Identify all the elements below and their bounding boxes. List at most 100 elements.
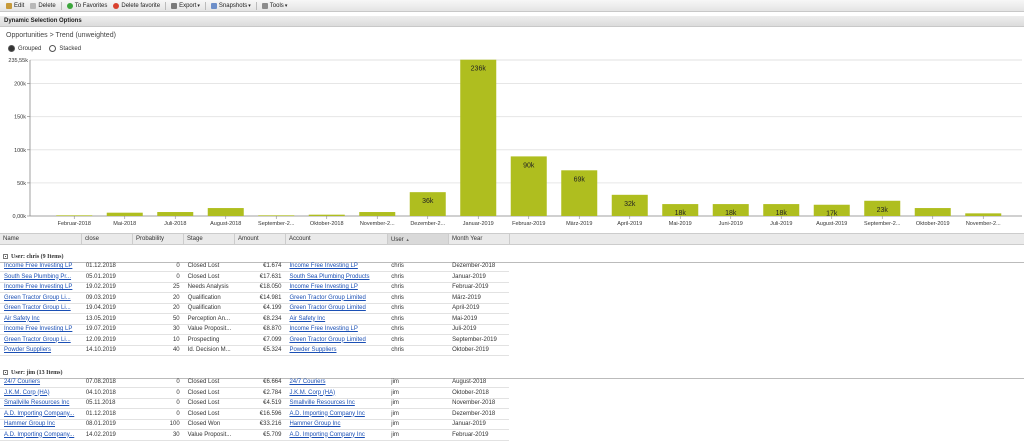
table-row[interactable]: Income Free Investing LP 19.07.2019 30 Valu… (0, 324, 509, 335)
cell-name[interactable]: Income Free Investing LP (4, 263, 73, 269)
table-row[interactable]: 24/7 Couriers 07.08.2018 0 Closed Lost €6.66… (0, 377, 509, 388)
grouped-radio-label[interactable]: Grouped (18, 45, 42, 52)
cell-account[interactable]: South Sea Plumbing Products (289, 273, 370, 280)
y-tick-label: 100k (14, 148, 26, 154)
cell-account[interactable]: Income Free Investing LP (289, 326, 358, 332)
cell-name[interactable]: Smallville Resources Inc (4, 400, 70, 406)
cell-user: chris (391, 284, 404, 290)
cell-name[interactable]: Air Safety Inc (4, 315, 40, 322)
bar-value-label: 236k (471, 66, 487, 73)
column-header-probability[interactable]: Probability (133, 234, 184, 244)
tools-icon (261, 2, 268, 9)
chevron-down-icon: ▾ (197, 2, 200, 9)
table-row[interactable]: Income Free Investing LP 01.12.2018 0 Close… (0, 261, 509, 272)
bar (207, 208, 244, 216)
bar (460, 59, 497, 217)
cell-stage: Closed Lost (187, 389, 220, 396)
dynamic-selection-options-header[interactable]: Dynamic Selection Options (0, 16, 1024, 27)
table-row[interactable]: J.K.M. Corp (HA) 04.10.2018 0 Closed Lost €2… (0, 388, 509, 399)
cell-account[interactable]: A.D. Importing Company Inc (289, 431, 365, 438)
delete-favorite-button[interactable]: Delete favorite (110, 0, 163, 12)
delete-button[interactable]: Delete (27, 0, 58, 12)
group-header[interactable]: User: jim (13 Items) (0, 367, 1024, 379)
grouped-radio[interactable] (8, 45, 15, 52)
column-header-label: close (85, 236, 100, 242)
cell-name[interactable]: Green Tractor Group Li... (4, 336, 71, 343)
column-header-amount[interactable]: Amount (235, 234, 286, 244)
x-tick-label: Juni-2019 (719, 221, 743, 227)
cell-account[interactable]: J.K.M. Corp (HA) (289, 389, 336, 396)
x-tick-label: August-2019 (816, 221, 847, 227)
cell-probability: 0 (176, 400, 180, 406)
cell-name[interactable]: A.D. Importing Company... (4, 431, 75, 438)
bar (510, 156, 547, 216)
cell-stage: Closed Won (187, 421, 221, 427)
cell-account[interactable]: 24/7 Couriers (289, 379, 326, 385)
cell-stage: Qualification (187, 294, 221, 301)
table-row[interactable]: Green Tractor Group Li... 12.09.2019 10 Pro… (0, 335, 509, 346)
collapse-group-icon[interactable] (3, 370, 8, 376)
to-favorites-button[interactable]: To Favorites (64, 0, 111, 12)
cell-name[interactable]: J.K.M. Corp (HA) (4, 389, 50, 396)
bar-value-label: 32k (624, 201, 636, 208)
cell-account[interactable]: Air Safety Inc (289, 315, 326, 322)
collapse-group-icon[interactable] (3, 254, 8, 260)
table-row[interactable]: Hammer Group Inc 08.01.2019 100 Closed Won €… (0, 419, 509, 430)
column-header-label: Name (3, 236, 20, 242)
table-row[interactable]: Green Tractor Group Li... 09.03.2019 20 Qua… (0, 293, 509, 304)
cell-amount: €4.199 (263, 305, 282, 311)
cell-name[interactable]: Income Free Investing LP (4, 326, 73, 332)
cell-account[interactable]: Income Free Investing LP (289, 263, 358, 269)
bar (712, 204, 749, 216)
stacked-radio[interactable] (49, 45, 57, 52)
export-button[interactable]: Export ▾ (168, 0, 203, 12)
cell-name[interactable]: Green Tractor Group Li... (4, 305, 71, 311)
column-header-account[interactable]: Account (286, 234, 388, 244)
cell-close: 04.10.2018 (85, 389, 116, 396)
table-row[interactable]: Smallville Resources Inc 05.11.2018 0 Close… (0, 398, 509, 409)
cell-name[interactable]: Income Free Investing LP (4, 284, 73, 290)
cell-probability: 40 (172, 347, 180, 353)
cell-name[interactable]: 24/7 Couriers (4, 379, 41, 385)
cell-user: jim (391, 389, 399, 396)
tools-button[interactable]: Tools ▾ (259, 0, 291, 12)
column-header-user[interactable]: User ▲ (388, 234, 449, 244)
stacked-radio-label[interactable]: Stacked (59, 45, 82, 52)
cell-name[interactable]: Green Tractor Group Li... (4, 294, 71, 301)
cell-probability: 0 (176, 263, 180, 269)
x-tick-label: Februar-2018 (58, 221, 91, 227)
cell-name[interactable]: Powder Suppliers (4, 347, 52, 353)
table-row[interactable]: A.D. Importing Company... 01.12.2018 0 Clos… (0, 409, 509, 420)
cell-account[interactable]: Green Tractor Group Limited (289, 336, 366, 343)
x-tick-label: April-2019 (617, 221, 642, 227)
table-row[interactable]: Green Tractor Group Li... 19.04.2019 20 Qua… (0, 303, 509, 314)
cell-account[interactable]: Income Free Investing LP (289, 284, 358, 290)
group-header[interactable]: User: chris (9 Items) (0, 251, 1024, 263)
cell-stage: Id. Decision M... (187, 347, 231, 353)
cell-account[interactable]: Green Tractor Group Limited (289, 305, 366, 311)
cell-name[interactable]: A.D. Importing Company... (4, 410, 75, 417)
x-tick-label: März-2019 (566, 221, 592, 227)
snapshots-button[interactable]: Snapshots ▾ (208, 0, 254, 12)
column-header-month-year[interactable]: Month Year (449, 234, 510, 244)
cell-account[interactable]: Smallville Resources Inc (289, 400, 355, 406)
cell-account[interactable]: Hammer Group Inc (289, 421, 341, 427)
cell-account[interactable]: A.D. Importing Company Inc (289, 410, 365, 417)
table-row[interactable]: Air Safety Inc 13.05.2019 50 Perception An.… (0, 314, 509, 325)
table-row[interactable]: Income Free Investing LP 19.02.2019 25 Need… (0, 282, 509, 293)
cell-name[interactable]: South Sea Plumbing Pr... (4, 273, 72, 280)
edit-button[interactable]: Edit (3, 0, 27, 12)
cell-account[interactable]: Powder Suppliers (289, 347, 337, 353)
cell-name[interactable]: Hammer Group Inc (4, 421, 56, 427)
cell-account[interactable]: Green Tractor Group Limited (289, 294, 366, 301)
column-header-name[interactable]: Name (0, 234, 82, 244)
toolbar-label: Edit (14, 2, 25, 9)
toolbar-separator (165, 1, 167, 10)
column-header-stage[interactable]: Stage (184, 234, 235, 244)
cell-amount: €1.674 (263, 263, 282, 269)
table-row[interactable]: South Sea Plumbing Pr... 05.01.2019 0 Close… (0, 272, 509, 283)
table-row[interactable]: A.D. Importing Company... 14.02.2019 30 Val… (0, 430, 509, 441)
column-header-close[interactable]: close (82, 234, 133, 244)
column-header-label: Amount (238, 236, 259, 242)
table-row[interactable]: Powder Suppliers 14.10.2019 40 Id. Decision… (0, 345, 509, 356)
